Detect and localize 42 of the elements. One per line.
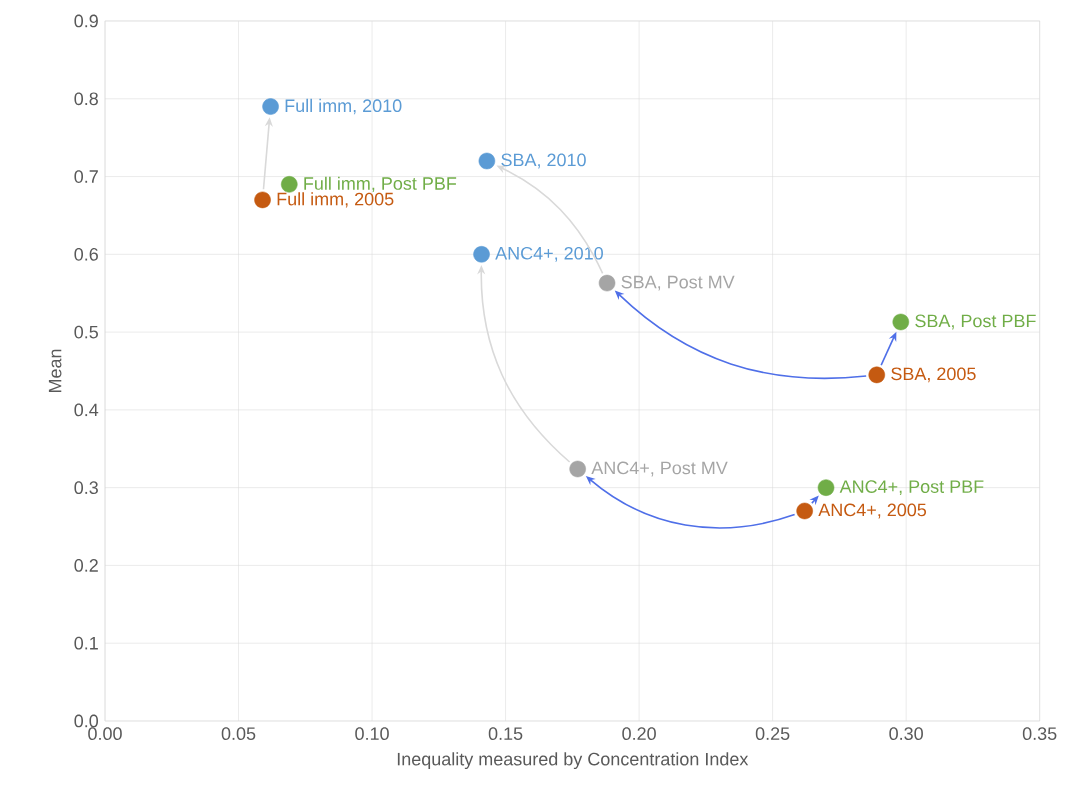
annotation: SBA, 2010 [501,153,586,169]
x-tick-label: 0.25 [755,727,790,740]
x-tick-label: 0.00 [88,727,122,740]
x-tick-label: 0.15 [488,727,523,740]
x-axis-title: Inequality measured by Concentration Index [397,752,749,770]
y-tick-label: 0.3 [74,481,98,495]
y-tick-label: 0.2 [74,559,98,572]
x-tick-label: 0.05 [221,727,256,740]
point [868,366,886,384]
point [281,176,298,193]
y-tick-label: 0.1 [74,636,98,650]
y-axis-title: Mean [48,349,62,393]
point [569,460,586,478]
annotation: ANC4+, Post MV [591,461,728,477]
annotation: ANC4+, 2010 [495,246,603,262]
x-tick-label: 0.30 [889,727,923,740]
y-tick-label: 0.0 [74,714,99,728]
y-tick-label: 0.4 [74,403,99,417]
x-tick-label: 0.35 [1022,727,1057,740]
point [473,246,490,263]
annotation: SBA, 2005 [891,367,976,383]
point [478,152,496,170]
point [254,191,271,209]
x-tick-label: 0.20 [622,727,656,740]
y-tick-label: 0.7 [74,170,98,183]
annotation: ANC4+, Post PBF [839,480,984,496]
annotation: SBA, Post PBF [915,314,1036,330]
y-tick-label: 0.5 [74,325,98,339]
annotation: ANC4+, 2005 [818,503,927,519]
y-tick-label: 0.9 [74,14,98,28]
point [262,98,279,115]
point [598,274,616,292]
y-tick-label: 0.6 [74,247,98,261]
annotation: Full imm, Post PBF [304,176,457,192]
y-tick-label: 0.8 [74,92,98,106]
x-tick-label: 0.10 [355,727,389,740]
point [817,479,835,496]
annotation: Full imm, 2010 [285,98,402,115]
point [796,502,813,520]
point [892,313,910,331]
annotation: Full imm, 2005 [277,192,394,208]
annotation: SBA, Post MV [621,275,735,291]
